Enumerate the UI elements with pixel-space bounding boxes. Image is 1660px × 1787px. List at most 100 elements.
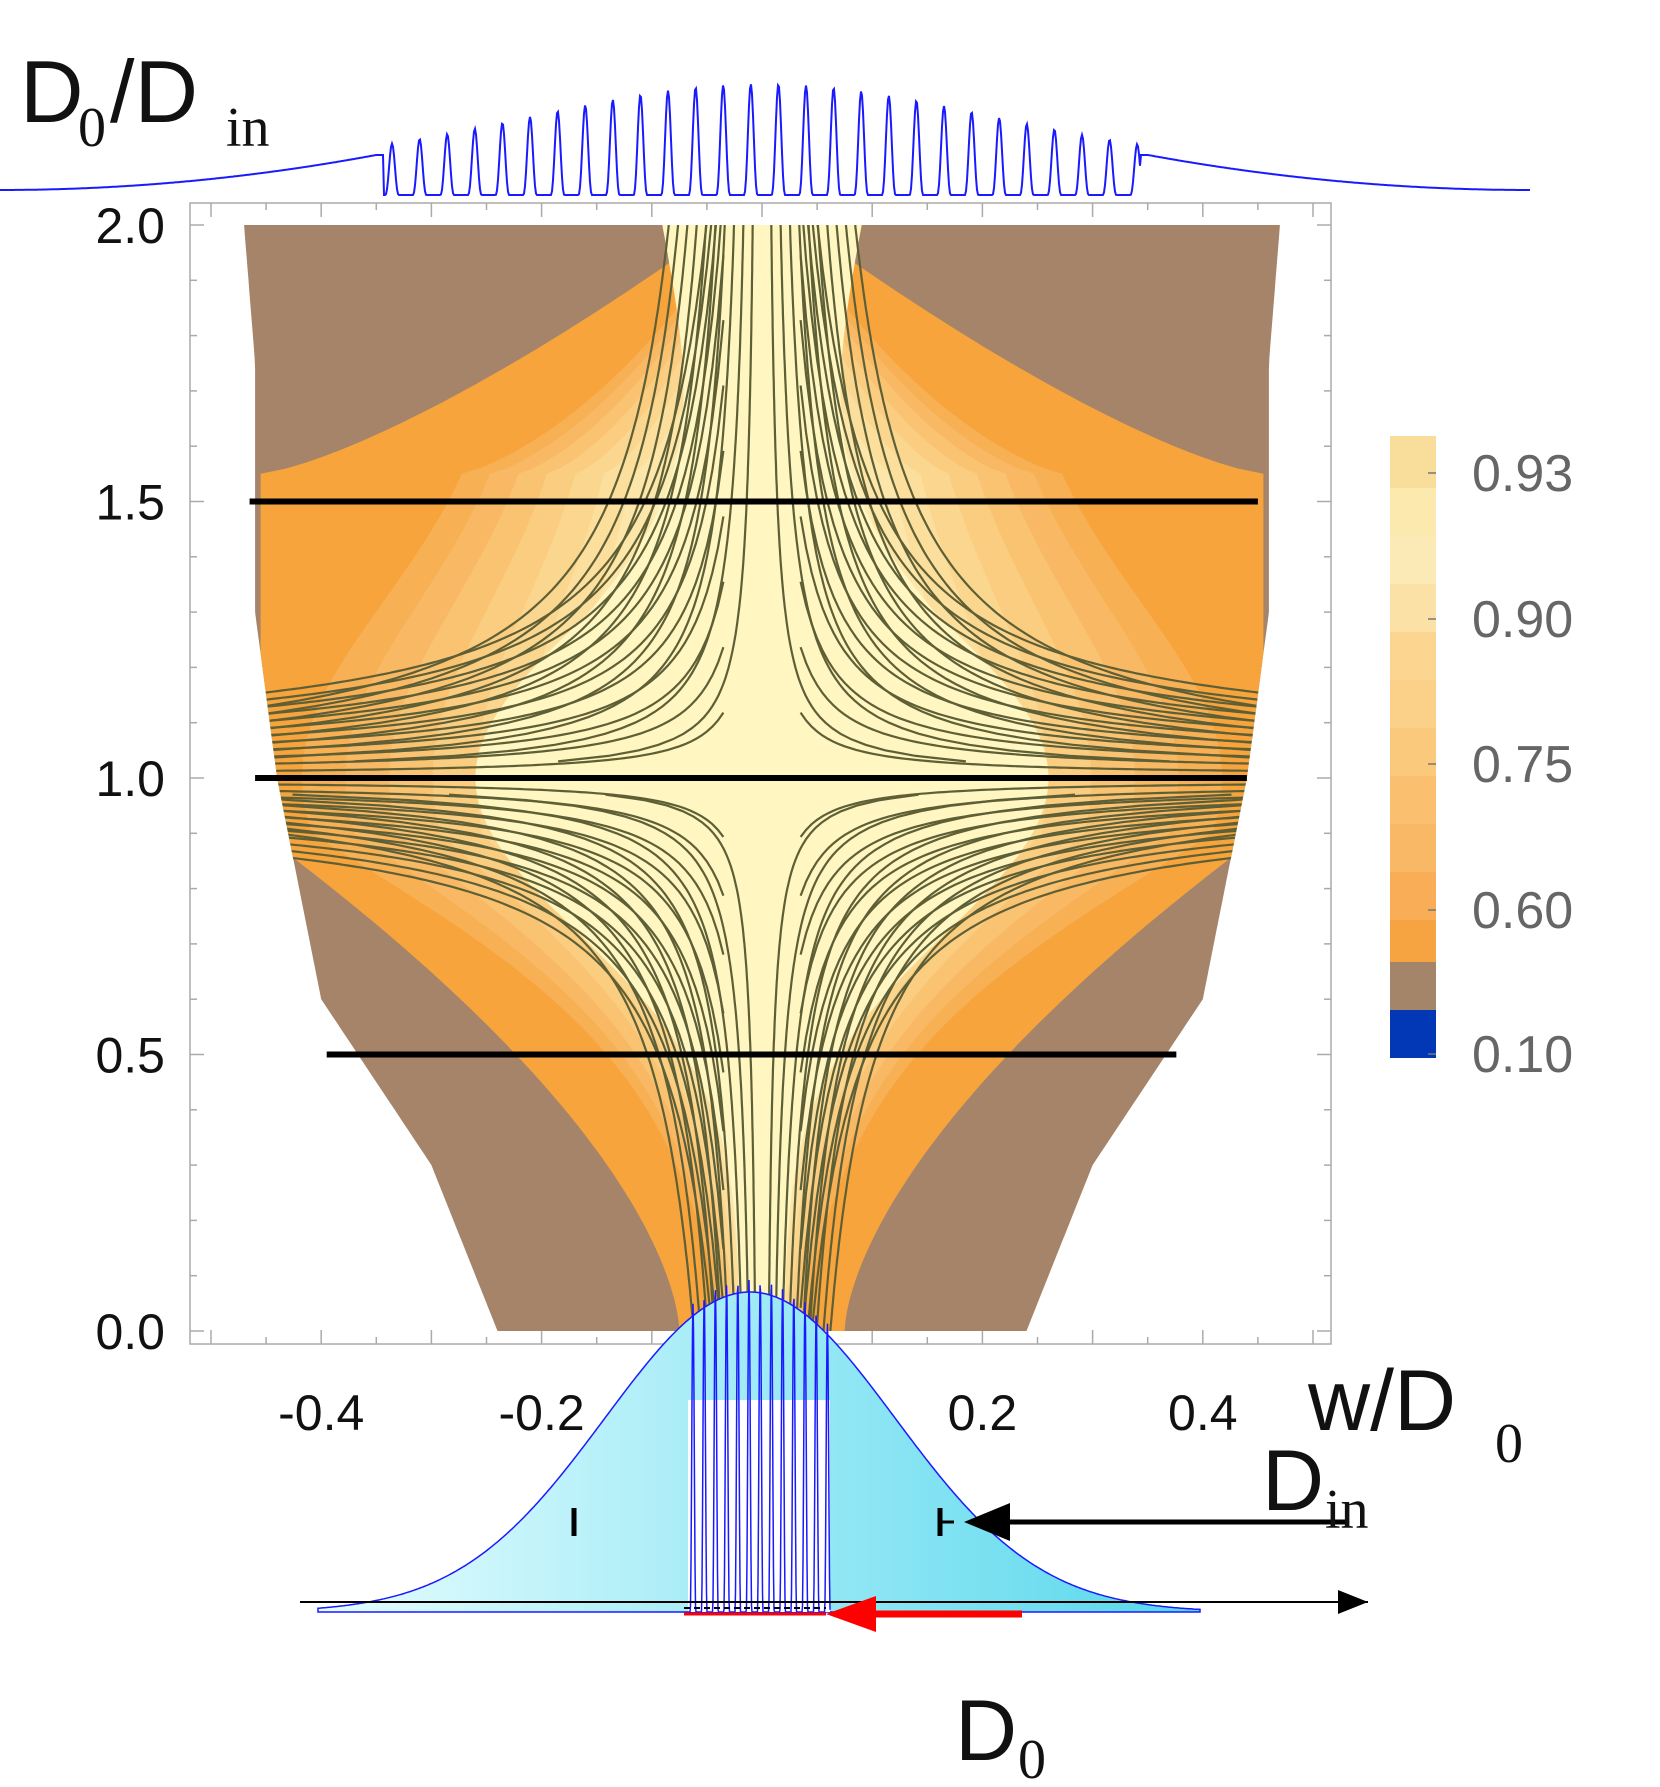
colorbar-swatch bbox=[1390, 536, 1436, 584]
d0-label-sub: 0 bbox=[1018, 1729, 1046, 1787]
contour-line bbox=[798, 225, 1280, 762]
x-tick-label: 0.4 bbox=[1168, 1385, 1238, 1441]
xlabel-sub: 0 bbox=[1495, 1413, 1523, 1475]
contour-line bbox=[244, 225, 670, 762]
top-oscillation-curve bbox=[0, 82, 1530, 196]
d0-label-main: D bbox=[955, 1683, 1017, 1779]
title-sub-0: 0 bbox=[78, 97, 106, 159]
contour-lines bbox=[244, 225, 1280, 1331]
contour-line bbox=[799, 581, 1280, 760]
bell-oscillation bbox=[688, 1279, 831, 1613]
contour-line bbox=[799, 646, 1280, 766]
contour-line bbox=[244, 646, 725, 766]
contour-line bbox=[244, 225, 717, 762]
contour-line bbox=[799, 254, 1280, 726]
contour-line bbox=[835, 225, 1280, 762]
contour-line bbox=[244, 800, 725, 1014]
colorbar-label: 0.60 bbox=[1472, 882, 1573, 940]
y-tick-label: 2.0 bbox=[95, 198, 165, 254]
colorbar-swatch bbox=[1390, 776, 1436, 824]
contour-line bbox=[244, 842, 725, 1331]
contour-line bbox=[807, 225, 1280, 762]
contour-line bbox=[244, 225, 725, 720]
contour-line bbox=[799, 225, 1280, 720]
din-label-sub: in bbox=[1325, 1479, 1369, 1541]
colorbar-swatch bbox=[1390, 488, 1436, 536]
contour-line bbox=[799, 225, 1280, 713]
contour-line bbox=[244, 319, 725, 733]
y-tick-label: 1.0 bbox=[95, 751, 165, 807]
contour-line bbox=[815, 794, 1280, 1331]
contour-line bbox=[854, 225, 1280, 762]
contour-line bbox=[244, 225, 725, 713]
contour-line bbox=[799, 788, 1280, 897]
contour-line bbox=[774, 793, 1076, 1331]
d0-arrowhead bbox=[826, 1596, 876, 1632]
contour-line bbox=[244, 824, 725, 1250]
contour-line bbox=[799, 516, 1280, 753]
contour-line bbox=[244, 806, 725, 1073]
contour-line bbox=[799, 319, 1280, 733]
contour-line bbox=[244, 225, 680, 762]
contour-line bbox=[800, 848, 1280, 1331]
contour-line bbox=[826, 225, 1280, 762]
contour-line bbox=[799, 225, 1280, 707]
title-slash-d: /D bbox=[110, 42, 198, 141]
colorbar-swatch bbox=[1390, 920, 1436, 962]
contour-line bbox=[244, 225, 708, 762]
contour-line bbox=[767, 793, 919, 1331]
colorbar-swatch bbox=[1390, 436, 1436, 488]
bottom-inset: D in D 0 bbox=[300, 1279, 1369, 1787]
xlabel-main: w/D bbox=[1307, 1353, 1456, 1449]
contour-line bbox=[244, 581, 725, 760]
y-tick-label: 0.0 bbox=[95, 1304, 165, 1360]
colorbar-labels: 0.93 0.90 0.75 0.60 0.10 bbox=[1428, 445, 1573, 1084]
din-arrowhead bbox=[964, 1503, 1010, 1541]
contour-line bbox=[770, 225, 967, 763]
contour-line bbox=[244, 848, 724, 1331]
contour-line bbox=[244, 225, 726, 762]
contour-line bbox=[244, 830, 725, 1308]
colorbar-label: 0.75 bbox=[1472, 736, 1573, 794]
contour-line bbox=[800, 225, 1280, 700]
colorbar-label: 0.90 bbox=[1472, 591, 1573, 649]
contour-line bbox=[799, 800, 1280, 1014]
contour-line bbox=[244, 794, 725, 955]
x-tick-label: -0.4 bbox=[278, 1385, 364, 1441]
contour-line bbox=[244, 385, 725, 740]
x-axis-label: w/D 0 bbox=[1307, 1353, 1523, 1475]
contour-line bbox=[799, 450, 1280, 746]
x-tick-label: 0.2 bbox=[948, 1385, 1018, 1441]
contour-line bbox=[244, 711, 725, 773]
contour-line bbox=[779, 225, 1170, 763]
contour-line bbox=[799, 824, 1280, 1250]
contour-line bbox=[244, 225, 724, 700]
colorbar-swatch bbox=[1390, 584, 1436, 632]
colorbar-swatch bbox=[1390, 962, 1436, 1010]
contour-line bbox=[244, 782, 725, 838]
top-title: D 0 /D in bbox=[20, 42, 270, 159]
contour-line bbox=[244, 254, 725, 726]
title-d-main: D bbox=[20, 42, 84, 141]
contour-line bbox=[605, 793, 757, 1331]
contour-line bbox=[244, 794, 709, 1331]
contour-line bbox=[244, 225, 698, 762]
contour-line bbox=[244, 788, 725, 897]
contour-plot bbox=[244, 225, 1280, 1331]
y-tick-label: 1.5 bbox=[95, 475, 165, 531]
contour-line bbox=[244, 794, 723, 1331]
contour-line bbox=[781, 793, 1232, 1331]
contour-line bbox=[844, 225, 1280, 762]
contour-line bbox=[244, 818, 725, 1191]
contour-line bbox=[799, 818, 1280, 1191]
contour-line bbox=[788, 793, 1280, 1331]
colorbar-label: 0.10 bbox=[1472, 1026, 1573, 1084]
colorbar-label: 0.93 bbox=[1472, 445, 1573, 503]
contour-line bbox=[829, 794, 1280, 1331]
contour-line bbox=[244, 794, 695, 1331]
colorbar-swatch bbox=[1390, 872, 1436, 920]
inset-axis-arrowhead bbox=[1338, 1590, 1368, 1614]
contour-line bbox=[799, 812, 1280, 1132]
colorbar-swatch bbox=[1390, 680, 1436, 728]
colorbar-swatch bbox=[1390, 1010, 1436, 1058]
